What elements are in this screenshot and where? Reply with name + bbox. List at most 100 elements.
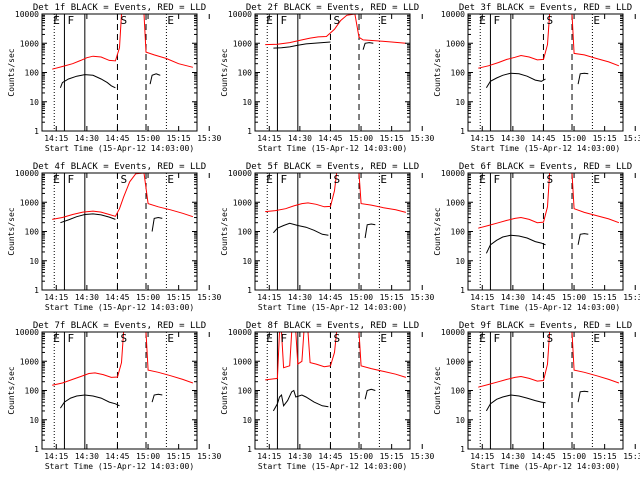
- panel-title: Det 8f BLACK = Events, RED = LLD: [246, 321, 419, 331]
- x-tick-label: 15:15: [167, 293, 191, 302]
- y-tick-label: 10: [455, 257, 465, 266]
- plot-area: [265, 14, 406, 131]
- segment-marker: E: [266, 332, 273, 345]
- x-tick-label: 14:45: [105, 452, 129, 461]
- y-tick-label: 100: [451, 69, 466, 78]
- segment-marker: S: [547, 173, 554, 186]
- y-tick-label: 1: [247, 127, 252, 136]
- plot-frame: [41, 331, 198, 450]
- segment-marker: S: [121, 332, 128, 345]
- plot-area: [478, 14, 620, 131]
- y-tick-label: 10000: [15, 169, 39, 178]
- y-tick-label: 10000: [441, 169, 465, 178]
- segment-marker: S: [547, 14, 554, 27]
- panel-title: Det 3f BLACK = Events, RED = LLD: [459, 3, 632, 13]
- events-series: [59, 74, 116, 89]
- x-axis-label: Start Time (15-Apr-12 14:03:00): [45, 303, 194, 312]
- y-tick-label: 10: [242, 257, 252, 266]
- events-series: [485, 234, 546, 254]
- lld-series: [478, 173, 620, 229]
- x-tick-label: 15:30: [197, 293, 221, 302]
- y-tick-label: 1000: [446, 198, 465, 207]
- x-tick-label: 15:30: [197, 134, 221, 143]
- y-axis-label: Counts/sec: [7, 366, 16, 414]
- lld-series: [265, 173, 407, 213]
- events-series: [364, 388, 376, 400]
- x-tick-label: 14:45: [531, 134, 555, 143]
- y-tick-label: 1000: [233, 39, 252, 48]
- segment-marker: E: [167, 332, 174, 345]
- x-tick-label: 15:15: [167, 134, 191, 143]
- x-tick-label: 15:15: [380, 293, 404, 302]
- plot-area: [52, 173, 194, 290]
- events-series: [364, 223, 376, 239]
- y-tick-label: 10: [242, 416, 252, 425]
- x-tick-label: 14:15: [44, 452, 68, 461]
- x-tick-label: 15:00: [136, 134, 160, 143]
- panel-title: Det 6f BLACK = Events, RED = LLD: [459, 162, 632, 172]
- segment-marker: F: [280, 14, 287, 27]
- plot-area: [52, 14, 194, 131]
- panel-title: Det 7f BLACK = Events, RED = LLD: [33, 321, 206, 331]
- y-tick-label: 10: [455, 98, 465, 107]
- y-tick-label: 10000: [441, 328, 465, 337]
- x-tick-label: 14:15: [257, 293, 281, 302]
- y-axis-label: Counts/sec: [433, 207, 442, 255]
- lld-series: [265, 14, 406, 46]
- events-series: [273, 41, 331, 49]
- x-tick-label: 14:30: [75, 452, 99, 461]
- x-tick-label: 14:45: [318, 134, 342, 143]
- segment-marker: F: [280, 332, 287, 345]
- segment-marker: F: [493, 14, 500, 27]
- x-tick-label: 14:30: [288, 134, 312, 143]
- y-tick-label: 1: [34, 127, 39, 136]
- x-tick-label: 14:15: [470, 452, 494, 461]
- plot-area: [478, 332, 620, 449]
- y-tick-label: 100: [238, 387, 253, 396]
- y-axis-label: Counts/sec: [220, 366, 229, 414]
- segment-marker: E: [380, 173, 387, 186]
- x-tick-label: 15:15: [380, 452, 404, 461]
- y-axis-label: Counts/sec: [220, 207, 229, 255]
- events-series: [485, 394, 546, 412]
- lld-series: [52, 14, 194, 70]
- lld-series: [478, 14, 620, 69]
- x-tick-label: 14:45: [105, 134, 129, 143]
- y-tick-label: 100: [238, 228, 253, 237]
- y-tick-label: 10000: [15, 10, 39, 19]
- y-tick-label: 100: [25, 228, 40, 237]
- segment-marker: E: [380, 14, 387, 27]
- segment-marker: E: [593, 173, 600, 186]
- segment-marker: E: [53, 332, 60, 345]
- plot-area: [265, 332, 407, 449]
- x-tick-label: 15:00: [349, 293, 373, 302]
- x-tick-label: 15:30: [623, 134, 640, 143]
- x-axis-label: Start Time (15-Apr-12 14:03:00): [45, 144, 194, 153]
- segment-marker: S: [334, 173, 341, 186]
- events-series: [577, 72, 589, 85]
- segment-marker: E: [593, 14, 600, 27]
- x-tick-label: 14:15: [257, 452, 281, 461]
- x-tick-label: 14:15: [470, 293, 494, 302]
- y-axis-label: Counts/sec: [7, 48, 16, 96]
- segment-marker: E: [593, 332, 600, 345]
- lld-series: [52, 332, 194, 386]
- x-tick-label: 15:15: [380, 134, 404, 143]
- events-series: [577, 233, 589, 245]
- y-tick-label: 1000: [20, 39, 39, 48]
- segment-marker: S: [121, 14, 128, 27]
- plot-frame: [41, 13, 198, 132]
- segment-marker: E: [167, 14, 174, 27]
- y-tick-label: 1000: [20, 198, 39, 207]
- plot-frame: [467, 331, 624, 450]
- segment-marker: F: [67, 173, 74, 186]
- plot-frame: [41, 172, 198, 291]
- x-tick-label: 15:00: [562, 134, 586, 143]
- x-tick-label: 15:30: [410, 134, 434, 143]
- segment-marker: F: [493, 173, 500, 186]
- x-tick-label: 15:15: [593, 452, 617, 461]
- y-tick-label: 100: [451, 387, 466, 396]
